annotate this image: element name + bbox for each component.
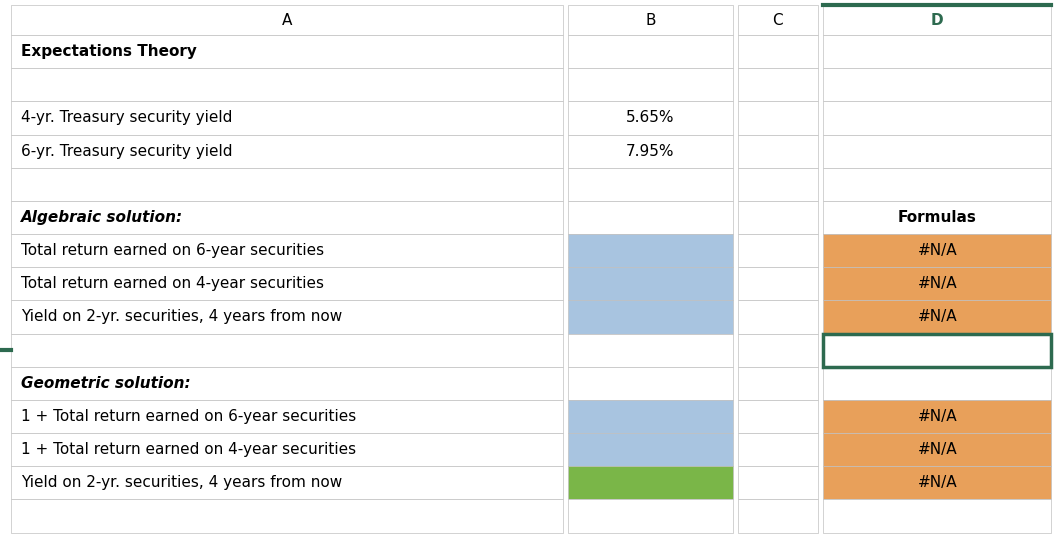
- Bar: [568, 35, 733, 68]
- Bar: [568, 300, 733, 334]
- Bar: [823, 367, 1051, 400]
- Bar: [11, 433, 563, 466]
- Bar: [11, 267, 563, 300]
- Text: 1 + Total return earned on 6-year securities: 1 + Total return earned on 6-year securi…: [21, 409, 357, 424]
- Bar: [823, 5, 1051, 35]
- Bar: [738, 499, 818, 533]
- Bar: [738, 267, 818, 300]
- Bar: [738, 101, 818, 134]
- Bar: [823, 499, 1051, 533]
- Bar: [738, 433, 818, 466]
- Bar: [738, 466, 818, 499]
- Bar: [568, 5, 733, 35]
- Text: Geometric solution:: Geometric solution:: [21, 376, 191, 391]
- Bar: [568, 101, 733, 134]
- Text: 4-yr. Treasury security yield: 4-yr. Treasury security yield: [21, 110, 233, 125]
- Bar: [738, 334, 818, 367]
- Text: #N/A: #N/A: [918, 277, 957, 291]
- Text: 5.65%: 5.65%: [627, 110, 674, 125]
- Text: Formulas: Formulas: [897, 210, 977, 225]
- Bar: [568, 267, 733, 300]
- Text: D: D: [931, 13, 943, 27]
- Text: C: C: [772, 13, 784, 27]
- Bar: [823, 201, 1051, 234]
- Bar: [738, 367, 818, 400]
- Bar: [823, 267, 1051, 300]
- Bar: [11, 367, 563, 400]
- Bar: [11, 168, 563, 201]
- Bar: [738, 300, 818, 334]
- Bar: [11, 300, 563, 334]
- Text: B: B: [646, 13, 655, 27]
- Bar: [823, 466, 1051, 499]
- Text: Total return earned on 6-year securities: Total return earned on 6-year securities: [21, 243, 324, 258]
- Bar: [823, 168, 1051, 201]
- Bar: [11, 201, 563, 234]
- Text: 1 + Total return earned on 4-year securities: 1 + Total return earned on 4-year securi…: [21, 442, 357, 457]
- Text: Total return earned on 4-year securities: Total return earned on 4-year securities: [21, 277, 324, 291]
- Text: #N/A: #N/A: [918, 442, 957, 457]
- Bar: [568, 499, 733, 533]
- Bar: [568, 400, 733, 433]
- Text: #N/A: #N/A: [918, 409, 957, 424]
- Bar: [738, 201, 818, 234]
- Bar: [568, 334, 733, 367]
- Bar: [11, 5, 563, 35]
- Bar: [738, 134, 818, 168]
- Text: #N/A: #N/A: [918, 309, 957, 324]
- Text: 7.95%: 7.95%: [627, 144, 674, 159]
- Bar: [738, 68, 818, 101]
- Text: Expectations Theory: Expectations Theory: [21, 44, 198, 59]
- Bar: [568, 466, 733, 499]
- Bar: [823, 334, 1051, 367]
- Bar: [823, 300, 1051, 334]
- Bar: [11, 234, 563, 267]
- Text: Yield on 2-yr. securities, 4 years from now: Yield on 2-yr. securities, 4 years from …: [21, 476, 342, 490]
- Bar: [11, 35, 563, 68]
- Bar: [568, 367, 733, 400]
- Bar: [738, 5, 818, 35]
- Bar: [568, 134, 733, 168]
- Bar: [823, 400, 1051, 433]
- Bar: [11, 499, 563, 533]
- Text: Algebraic solution:: Algebraic solution:: [21, 210, 184, 225]
- Bar: [568, 433, 733, 466]
- Bar: [11, 134, 563, 168]
- Bar: [823, 234, 1051, 267]
- Text: 6-yr. Treasury security yield: 6-yr. Treasury security yield: [21, 144, 233, 159]
- Bar: [11, 101, 563, 134]
- Bar: [738, 168, 818, 201]
- Text: #N/A: #N/A: [918, 476, 957, 490]
- Bar: [823, 101, 1051, 134]
- Bar: [568, 201, 733, 234]
- Bar: [823, 68, 1051, 101]
- Bar: [738, 234, 818, 267]
- Text: A: A: [281, 13, 292, 27]
- Bar: [823, 35, 1051, 68]
- Bar: [568, 234, 733, 267]
- Bar: [11, 400, 563, 433]
- Text: Yield on 2-yr. securities, 4 years from now: Yield on 2-yr. securities, 4 years from …: [21, 309, 342, 324]
- Bar: [11, 68, 563, 101]
- Bar: [738, 400, 818, 433]
- Bar: [823, 334, 1051, 367]
- Bar: [11, 334, 563, 367]
- Bar: [823, 433, 1051, 466]
- Bar: [11, 466, 563, 499]
- Bar: [738, 35, 818, 68]
- Text: #N/A: #N/A: [918, 243, 957, 258]
- Bar: [568, 68, 733, 101]
- Bar: [823, 134, 1051, 168]
- Bar: [568, 168, 733, 201]
